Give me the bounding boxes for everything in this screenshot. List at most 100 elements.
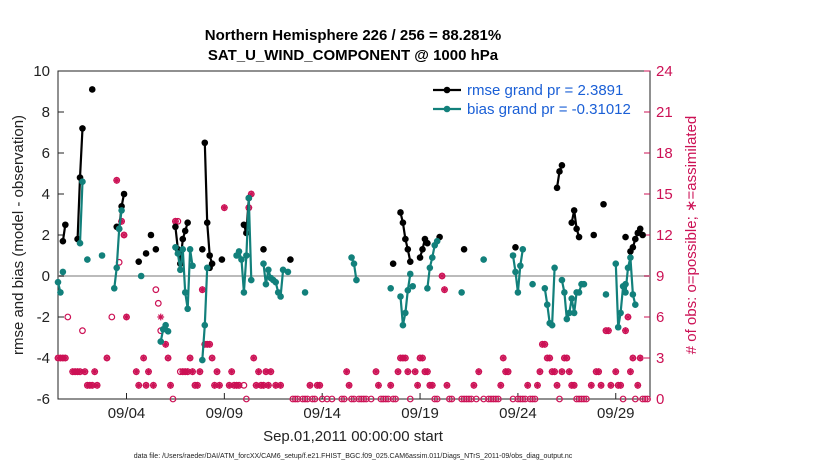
bias-data-point [164, 328, 172, 335]
obs-possible-marker [509, 395, 517, 403]
obs-assimilated-marker [250, 354, 258, 362]
obs-assimilated-marker [61, 354, 69, 362]
bias-data-point [110, 285, 118, 292]
obs-assimilated-marker [123, 313, 130, 321]
obs-possible-marker [519, 395, 527, 403]
bias-data-point [558, 276, 566, 284]
obs-assimilated-marker [206, 340, 214, 348]
bias-data-point [84, 256, 91, 263]
bias-data-point [76, 239, 84, 247]
obs-possible-marker [641, 395, 649, 403]
y-tick-label: 10 [33, 63, 50, 80]
bias-data-point [424, 285, 431, 292]
obs-possible-marker [392, 395, 399, 403]
bias-data-point [113, 264, 121, 272]
bias-data-point [245, 194, 253, 202]
rmse-data-point [179, 235, 187, 243]
x-axis-label: Sep.01,2011 00:00:00 start [263, 428, 444, 445]
obs-possible-marker [304, 395, 311, 403]
rmse-data-point [600, 200, 607, 208]
y-right-tick-label: 24 [656, 63, 673, 80]
y-right-tick-label: 3 [656, 350, 664, 367]
chart-title: Northern Hemisphere 226 / 256 = 88.281% [205, 27, 501, 44]
rmse-data-point [553, 184, 561, 192]
bias-data-point [348, 254, 355, 261]
obs-assimilated-marker [213, 368, 221, 376]
obs-assimilated-marker [441, 286, 448, 294]
rmse-data-point [424, 239, 431, 247]
x-tick-label: 09/24 [499, 405, 537, 422]
rmse-data-point [590, 231, 598, 239]
obs-assimilated-marker [565, 368, 573, 376]
obs-possible-marker [377, 395, 385, 403]
obs-assimilated-marker [541, 340, 549, 348]
x-tick-label: 09/29 [597, 405, 635, 422]
rmse-data-point [419, 246, 426, 253]
obs-assimilated-marker [196, 368, 204, 376]
rmse-data-point [632, 235, 639, 243]
y-right-tick-label: 9 [656, 268, 664, 285]
obs-assimilated-marker [443, 381, 451, 389]
bias-data-point [622, 289, 629, 296]
obs-possible-marker [291, 395, 299, 403]
bias-data-point [568, 295, 576, 302]
obs-assimilated-marker [411, 368, 419, 376]
bias-data-point [602, 291, 610, 298]
bias-data-point [186, 246, 194, 253]
bias-data-point [399, 321, 407, 329]
obs-assimilated-marker [225, 381, 233, 389]
bias-data-point [284, 268, 292, 276]
bias-data-point [514, 289, 522, 296]
bias-data-point [428, 254, 436, 261]
bias-data-point [402, 309, 409, 317]
rmse-data-point [218, 256, 226, 263]
obs-assimilated-marker [172, 217, 179, 225]
bias-data-point [179, 246, 187, 253]
rmse-data-point [575, 233, 583, 241]
bias-data-point [98, 252, 106, 259]
bias-data-point [57, 289, 64, 296]
obs-assimilated-marker [401, 354, 409, 362]
rmse-data-point [206, 252, 213, 259]
obs-possible-marker [485, 395, 492, 403]
obs-assimilated-marker [228, 368, 236, 376]
obs-assimilated-marker [113, 176, 121, 184]
rmse-data-point [406, 258, 414, 265]
y-right-tick-label: 18 [656, 145, 673, 162]
bias-data-point [260, 260, 267, 268]
x-tick-label: 09/14 [303, 405, 341, 422]
obs-assimilated-marker [306, 381, 314, 389]
bias-data-point [162, 321, 169, 329]
bias-data-point [563, 315, 571, 323]
obs-assimilated-marker [470, 381, 478, 389]
obs-assimilated-marker [118, 217, 126, 225]
bias-data-point [203, 264, 211, 272]
obs-assimilated-marker [277, 381, 285, 389]
rmse-data-point [639, 231, 646, 239]
bias-data-point [172, 244, 179, 251]
y-right-tick-label: 21 [656, 104, 673, 121]
rmse-data-point [152, 246, 160, 253]
obs-possible-marker [360, 395, 368, 403]
obs-possible-marker [309, 395, 316, 403]
y-tick-label: -2 [37, 309, 50, 326]
rmse-data-point [260, 246, 267, 253]
obs-possible-marker [578, 395, 585, 403]
obs-possible-marker [446, 395, 453, 403]
obs-possible-marker [580, 395, 588, 403]
rmse-data-point [79, 125, 86, 132]
obs-possible-marker [367, 395, 375, 403]
obs-assimilated-marker [627, 368, 634, 376]
rmse-legend-label: rmse grand pr = 2.3891 [467, 82, 623, 99]
obs-possible-marker [348, 395, 355, 403]
obs-assimilated-marker [91, 368, 99, 376]
y-tick-label: -6 [37, 391, 50, 408]
obs-assimilated-marker [394, 368, 402, 376]
rmse-data-point [120, 190, 128, 198]
y-tick-label: 8 [42, 104, 50, 121]
obs-assimilated-marker [142, 381, 150, 389]
bias-data-point [632, 301, 639, 309]
obs-possible-marker [301, 395, 309, 403]
